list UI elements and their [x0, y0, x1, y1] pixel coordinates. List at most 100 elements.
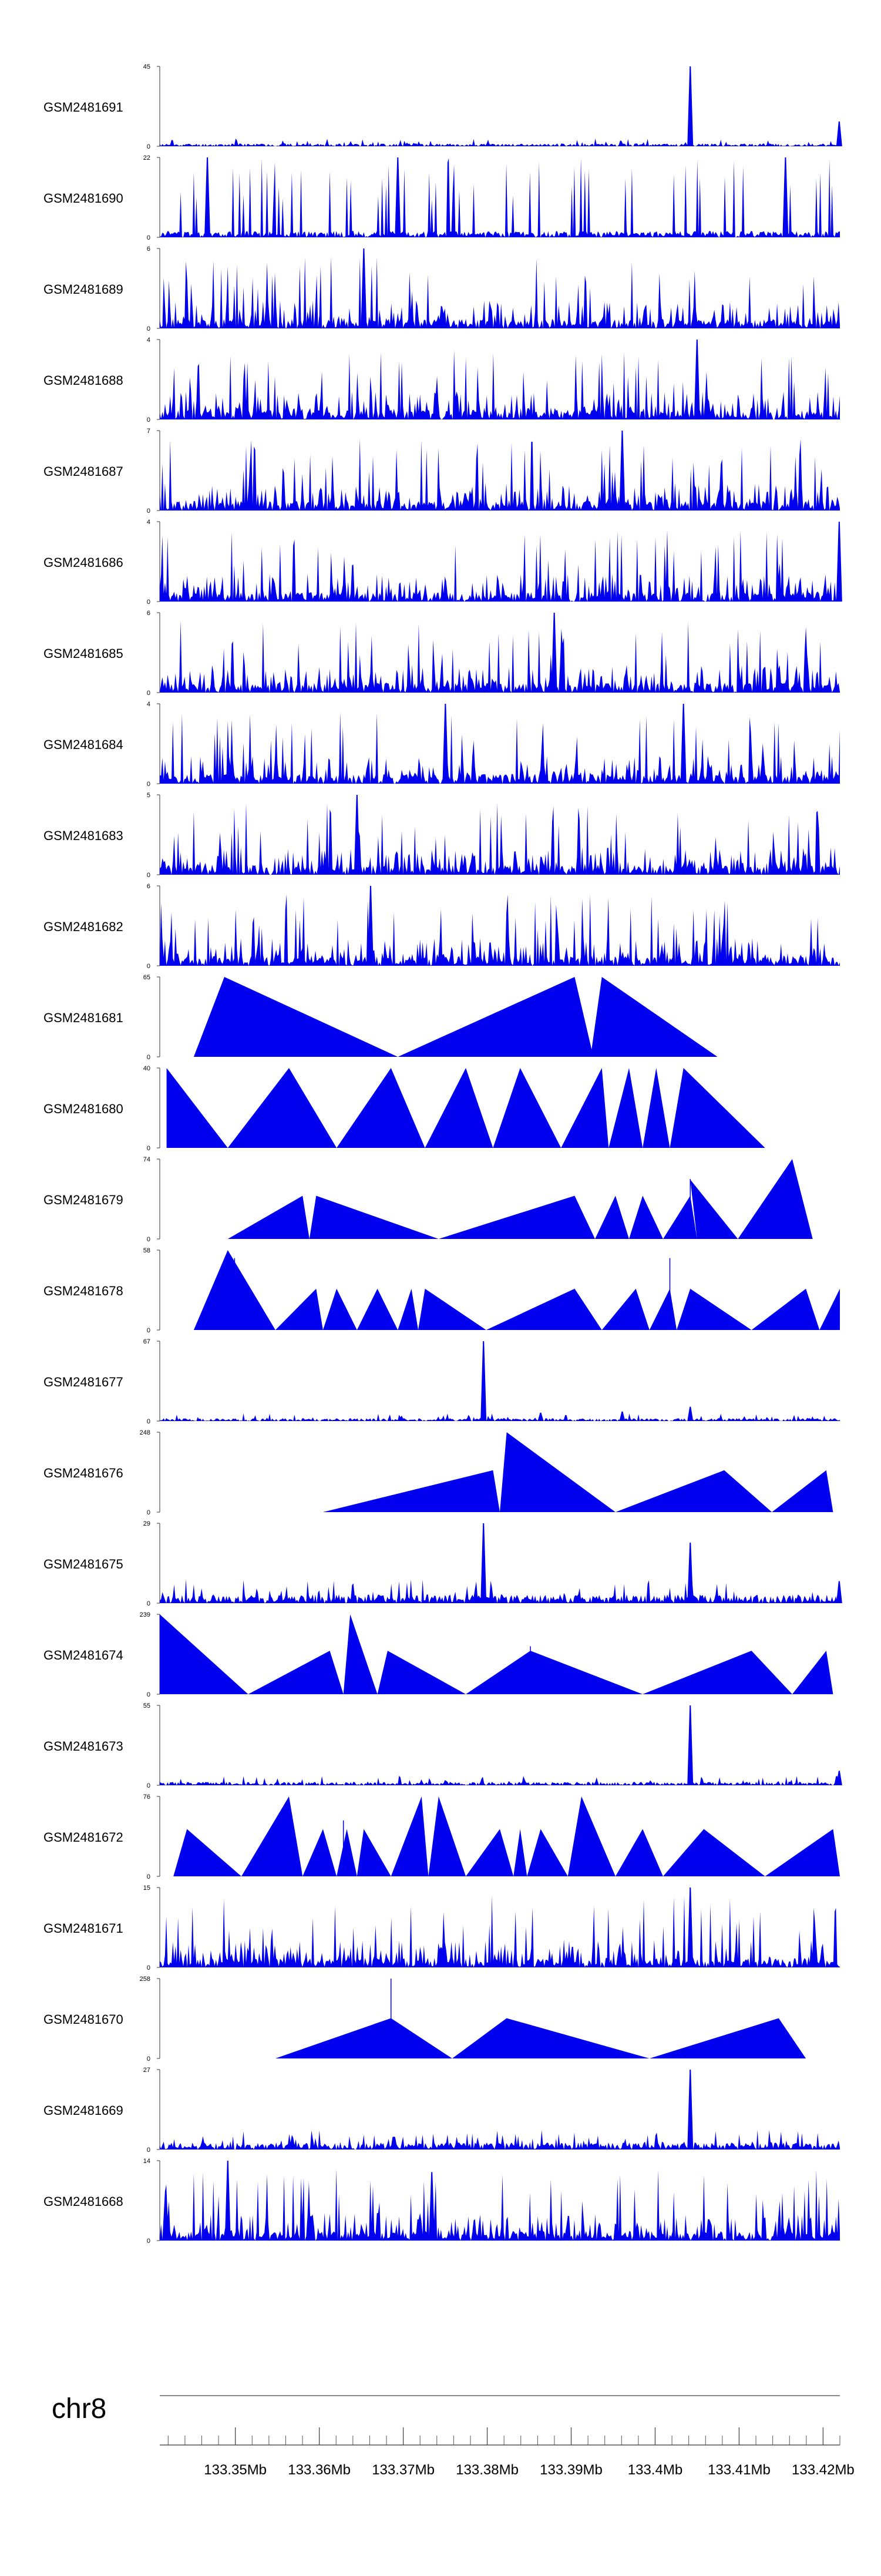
- coverage-area: [322, 1432, 833, 1512]
- ymin-tick-label: 0: [147, 1600, 150, 1607]
- track-GSM2481674: GSM2481674 239 0: [43, 1611, 833, 1698]
- coverage-spike: [395, 157, 401, 237]
- track-GSM2481685: GSM2481685 6 0: [43, 610, 840, 697]
- track-GSM2481684: GSM2481684 4 0: [43, 701, 840, 788]
- track-label: GSM2481687: [43, 464, 123, 479]
- coverage-area: [160, 1614, 833, 1694]
- track-GSM2481689: GSM2481689 6 0: [43, 246, 840, 333]
- ymin-tick-label: 0: [147, 1509, 150, 1516]
- coverage-area: [160, 256, 840, 328]
- x-tick-label: 133.38Mb: [456, 2462, 519, 2478]
- track-label: GSM2481685: [43, 646, 123, 661]
- ymin-tick-label: 0: [147, 2238, 150, 2245]
- track-label: GSM2481691: [43, 100, 123, 115]
- tracks-group: GSM2481691450GSM2481690220GSM248168960GS…: [43, 63, 842, 2245]
- track-GSM2481691: GSM2481691 45 0: [43, 63, 842, 150]
- ymax-tick-label: 7: [147, 428, 150, 435]
- genome-axis-group: 133.35Mb 133.36Mb 133.37Mb 133.38Mb 133.39Mb…: [160, 2395, 855, 2478]
- coverage-spike: [687, 2070, 694, 2150]
- ymax-tick-label: 248: [140, 1429, 150, 1436]
- x-tick-label: 133.37Mb: [372, 2462, 435, 2478]
- track-GSM2481677: GSM2481677 67 0: [43, 1338, 840, 1425]
- coverage-spike: [687, 1406, 694, 1421]
- coverage-area: [160, 1413, 840, 1421]
- ymin-tick-label: 0: [147, 1418, 150, 1425]
- track-label: GSM2481678: [43, 1284, 123, 1298]
- ymin-tick-label: 0: [147, 325, 150, 333]
- ymin-tick-label: 0: [147, 508, 150, 515]
- ymin-tick-label: 0: [147, 781, 150, 788]
- coverage-area: [160, 439, 840, 511]
- x-tick-label: 133.4Mb: [628, 2462, 682, 2478]
- track-label: GSM2481680: [43, 1101, 123, 1116]
- ymax-tick-label: 4: [147, 519, 150, 526]
- track-label: GSM2481689: [43, 282, 123, 297]
- track-GSM2481669: GSM2481669 27 0: [43, 2067, 840, 2154]
- ymin-tick-label: 0: [147, 234, 150, 241]
- track-label: GSM2481668: [43, 2194, 123, 2209]
- ymax-tick-label: 22: [143, 155, 150, 162]
- track-GSM2481681: GSM2481681 65 0: [43, 974, 718, 1061]
- track-GSM2481682: GSM2481682 6 0: [43, 883, 840, 970]
- track-GSM2481680: GSM2481680 40 0: [43, 1065, 765, 1152]
- coverage-area: [160, 620, 840, 693]
- coverage-area: [160, 157, 840, 237]
- x-tick-label: 133.39Mb: [540, 2462, 603, 2478]
- coverage-area: [160, 1579, 840, 1603]
- x-tick-label: 133.41Mb: [708, 2462, 771, 2478]
- track-GSM2481687: GSM2481687 7 0: [43, 428, 840, 515]
- track-label: GSM2481684: [43, 737, 123, 752]
- coverage-spike: [836, 121, 842, 146]
- coverage-spike: [480, 1523, 487, 1603]
- ymin-tick-label: 0: [147, 143, 150, 150]
- coverage-spike: [687, 1888, 694, 1967]
- track-GSM2481668: GSM2481668 14 0: [43, 2158, 840, 2245]
- ymin-tick-label: 0: [147, 690, 150, 697]
- ymin-tick-label: 0: [147, 1691, 150, 1698]
- ymin-tick-label: 0: [147, 599, 150, 606]
- coverage-spike: [480, 1341, 487, 1421]
- track-label: GSM2481686: [43, 555, 123, 570]
- ymax-tick-label: 27: [143, 2067, 150, 2074]
- ymin-tick-label: 0: [147, 2056, 150, 2063]
- ymax-tick-label: 45: [143, 63, 150, 70]
- track-label: GSM2481669: [43, 2103, 123, 2118]
- coverage-area: [160, 530, 840, 602]
- ymax-tick-label: 15: [143, 1885, 150, 1892]
- chromosome-label: chr8: [52, 2393, 106, 2424]
- coverage-area: [275, 2018, 806, 2058]
- coverage-spike: [782, 157, 789, 237]
- ymin-tick-label: 0: [147, 872, 150, 879]
- track-label: GSM2481681: [43, 1010, 123, 1025]
- track-label: GSM2481671: [43, 1921, 123, 1936]
- track-GSM2481672: GSM2481672 76 0: [43, 1794, 840, 1880]
- coverage-area: [173, 1796, 840, 1876]
- track-label: GSM2481683: [43, 828, 123, 843]
- ymax-tick-label: 6: [147, 610, 150, 617]
- coverage-spike: [687, 1542, 694, 1603]
- track-label: GSM2481670: [43, 2012, 123, 2027]
- coverage-area: [166, 1068, 765, 1148]
- coverage-spike: [551, 613, 557, 693]
- track-label: GSM2481675: [43, 1557, 123, 1571]
- ymax-tick-label: 5: [147, 792, 150, 799]
- coverage-spike: [429, 2172, 435, 2241]
- x-tick-label: 133.35Mb: [204, 2462, 267, 2478]
- ymax-tick-label: 74: [143, 1156, 150, 1163]
- ymax-tick-label: 55: [143, 1702, 150, 1710]
- ymax-tick-label: 4: [147, 701, 150, 708]
- coverage-spike: [354, 795, 360, 875]
- ideogram-group: chr8: [52, 2393, 106, 2424]
- coverage-area: [160, 894, 840, 966]
- ymin-tick-label: 0: [147, 1782, 150, 1789]
- coverage-area: [160, 138, 840, 146]
- track-label: GSM2481676: [43, 1466, 123, 1480]
- track-label: GSM2481679: [43, 1193, 123, 1207]
- x-tick-label: 133.36Mb: [288, 2462, 351, 2478]
- track-GSM2481688: GSM2481688 4 0: [43, 337, 840, 424]
- coverage-area: [160, 1775, 840, 1785]
- coverage-spike: [836, 1581, 842, 1603]
- ymax-tick-label: 40: [143, 1065, 150, 1072]
